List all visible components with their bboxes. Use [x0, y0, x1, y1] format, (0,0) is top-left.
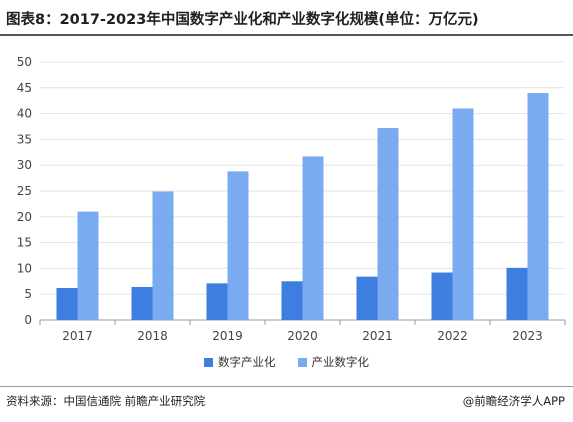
y-tick-label: 0: [24, 313, 32, 327]
bar-series-2-2021: [377, 128, 399, 320]
y-tick-label: 30: [17, 158, 32, 172]
legend-label-series-2: 产业数字化: [311, 355, 370, 369]
source-note: 资料来源：中国信通院 前瞻产业研究院: [6, 394, 206, 408]
y-tick-label: 15: [17, 236, 32, 250]
x-tick-label: 2019: [212, 329, 243, 343]
bar-series-1-2019: [206, 283, 228, 320]
y-tick-label: 5: [24, 287, 32, 301]
bar-series-2-2020: [302, 156, 324, 320]
y-tick-label: 25: [17, 184, 32, 198]
x-tick-label: 2022: [437, 329, 468, 343]
legend-item-series-1: 数字产业化: [204, 354, 276, 370]
x-tick-label: 2020: [287, 329, 318, 343]
brand-label: @前瞻经济学人APP: [462, 394, 565, 408]
bar-series-1-2022: [431, 272, 453, 320]
bar-series-1-2017: [56, 288, 78, 320]
bar-chart: 0 5 10 15 20 25 30 35 40 45 50 2017 2018 2019 2020 2021…: [17, 55, 566, 343]
legend-label-series-1: 数字产业化: [218, 355, 276, 369]
x-tick-label: 2021: [362, 329, 393, 343]
y-tick-label: 50: [17, 55, 32, 69]
y-tick-label: 45: [17, 81, 32, 95]
bar-series-2-2022: [452, 108, 474, 320]
y-tick-label: 20: [17, 210, 32, 224]
bar-series-1-2023: [506, 267, 528, 320]
legend: 数字产业化 产业数字化: [0, 354, 573, 370]
bar-series-1-2020: [281, 281, 303, 320]
y-tick-label: 40: [17, 107, 32, 121]
bar-series-2-2018: [152, 191, 174, 320]
chart-title: 图表8：2017-2023年中国数字产业化和产业数字化规模(单位：万亿元): [6, 12, 479, 28]
bar-series-2-2017: [77, 211, 99, 320]
legend-item-series-2: 产业数字化: [297, 354, 370, 370]
footer-divider: [0, 386, 573, 387]
y-tick-label: 35: [17, 132, 32, 146]
bar-series-1-2021: [356, 276, 378, 320]
x-tick-label: 2023: [512, 329, 543, 343]
y-tick-label: 10: [17, 261, 32, 275]
legend-swatch-series-2: [297, 357, 307, 367]
legend-swatch-series-1: [204, 357, 213, 367]
bar-series-2-2019: [227, 171, 249, 320]
bar-series-2-2023: [527, 92, 549, 321]
title-divider: [0, 34, 573, 36]
bar-series-1-2018: [131, 286, 153, 320]
x-tick-label: 2017: [62, 329, 93, 343]
x-tick-label: 2018: [137, 329, 168, 343]
